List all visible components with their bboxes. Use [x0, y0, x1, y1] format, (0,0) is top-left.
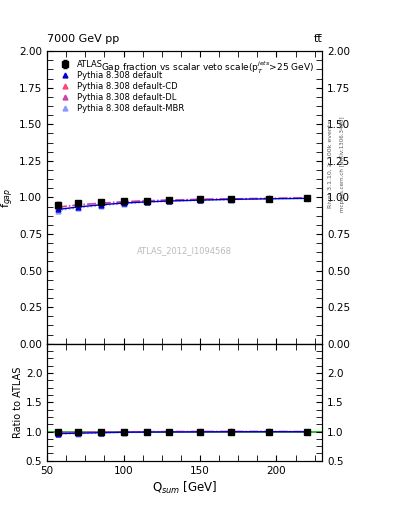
- Pythia 8.308 default-CD: [305, 195, 309, 201]
- Line: Pythia 8.308 default-DL: Pythia 8.308 default-DL: [55, 196, 309, 209]
- Text: 7000 GeV pp: 7000 GeV pp: [47, 33, 119, 44]
- Text: Gap fraction vs scalar veto scale(p$_T^{jets}$>25 GeV): Gap fraction vs scalar veto scale(p$_T^{…: [101, 60, 314, 76]
- Pythia 8.308 default-DL: [75, 202, 80, 208]
- Line: Pythia 8.308 default: Pythia 8.308 default: [55, 196, 309, 212]
- Text: Rivet 3.1.10, ≥ 100k events: Rivet 3.1.10, ≥ 100k events: [328, 120, 333, 208]
- Pythia 8.308 default-CD: [228, 196, 233, 202]
- Pythia 8.308 default-CD: [167, 197, 172, 203]
- Y-axis label: f$_{gap}$: f$_{gap}$: [0, 187, 16, 208]
- Pythia 8.308 default-CD: [121, 199, 126, 205]
- Pythia 8.308 default-CD: [75, 202, 80, 208]
- Pythia 8.308 default-CD: [266, 195, 271, 201]
- Pythia 8.308 default-DL: [167, 197, 172, 203]
- Pythia 8.308 default: [55, 206, 60, 212]
- Pythia 8.308 default: [144, 199, 149, 205]
- Pythia 8.308 default-DL: [98, 200, 103, 206]
- Pythia 8.308 default: [305, 195, 309, 201]
- Pythia 8.308 default-MBR: [144, 199, 149, 205]
- Text: mcplots.cern.ch [arXiv:1306.3436]: mcplots.cern.ch [arXiv:1306.3436]: [340, 116, 345, 211]
- Pythia 8.308 default-DL: [228, 196, 233, 202]
- Pythia 8.308 default: [266, 196, 271, 202]
- Pythia 8.308 default-CD: [55, 204, 60, 210]
- Pythia 8.308 default-CD: [144, 198, 149, 204]
- Pythia 8.308 default-DL: [305, 195, 309, 201]
- Pythia 8.308 default: [121, 200, 126, 206]
- Pythia 8.308 default-MBR: [228, 197, 233, 203]
- Pythia 8.308 default-CD: [98, 200, 103, 206]
- Pythia 8.308 default: [98, 202, 103, 208]
- Pythia 8.308 default-DL: [121, 199, 126, 205]
- Pythia 8.308 default-MBR: [305, 195, 309, 201]
- Pythia 8.308 default: [75, 204, 80, 210]
- Line: Pythia 8.308 default-MBR: Pythia 8.308 default-MBR: [55, 196, 309, 213]
- Pythia 8.308 default-MBR: [55, 207, 60, 214]
- Pythia 8.308 default-CD: [198, 196, 202, 202]
- Pythia 8.308 default-DL: [266, 195, 271, 201]
- Pythia 8.308 default-DL: [55, 204, 60, 210]
- Y-axis label: Ratio to ATLAS: Ratio to ATLAS: [13, 367, 23, 438]
- X-axis label: Q$_{sum}$ [GeV]: Q$_{sum}$ [GeV]: [152, 480, 217, 496]
- Text: ATLAS_2012_I1094568: ATLAS_2012_I1094568: [137, 246, 232, 254]
- Pythia 8.308 default: [228, 196, 233, 202]
- Pythia 8.308 default: [198, 197, 202, 203]
- Pythia 8.308 default-MBR: [98, 203, 103, 209]
- Pythia 8.308 default-MBR: [266, 196, 271, 202]
- Pythia 8.308 default-MBR: [198, 197, 202, 203]
- Legend: ATLAS, Pythia 8.308 default, Pythia 8.308 default-CD, Pythia 8.308 default-DL, P: ATLAS, Pythia 8.308 default, Pythia 8.30…: [54, 58, 186, 115]
- Pythia 8.308 default: [167, 198, 172, 204]
- Pythia 8.308 default-MBR: [75, 205, 80, 211]
- Text: tt̅: tt̅: [314, 33, 322, 44]
- Pythia 8.308 default-DL: [144, 198, 149, 204]
- Pythia 8.308 default-DL: [198, 196, 202, 202]
- Pythia 8.308 default-MBR: [167, 198, 172, 204]
- Line: Pythia 8.308 default-CD: Pythia 8.308 default-CD: [55, 196, 309, 210]
- Pythia 8.308 default-MBR: [121, 201, 126, 207]
